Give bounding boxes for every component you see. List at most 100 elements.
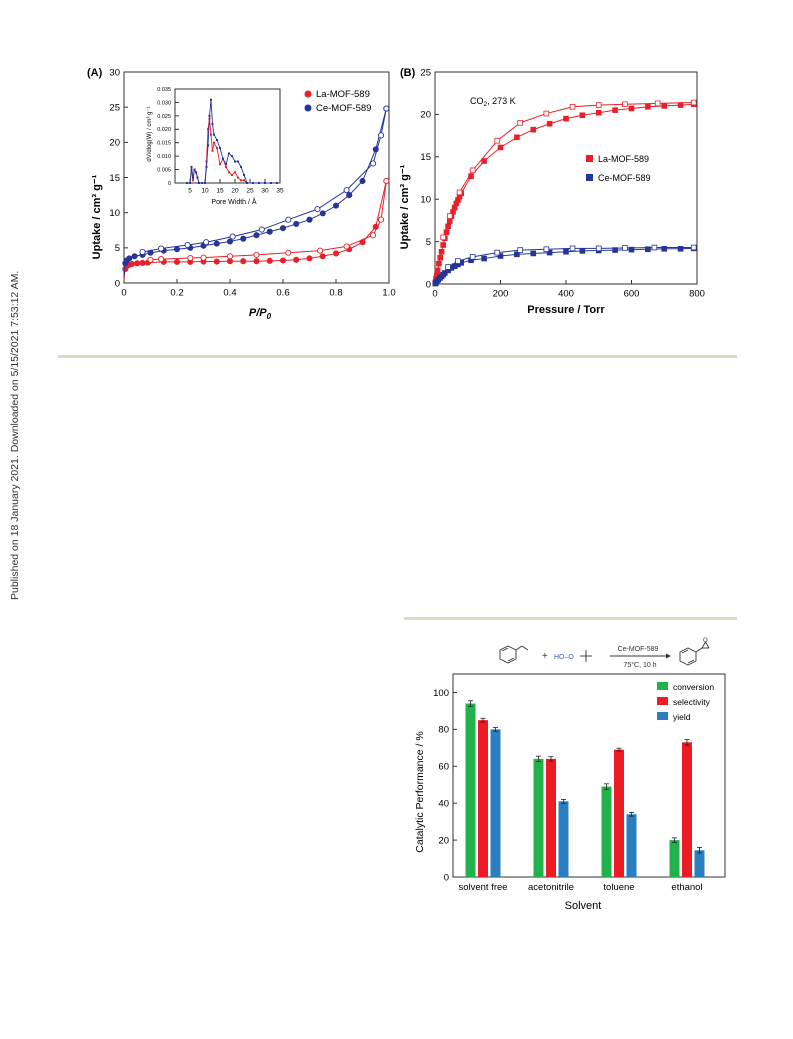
legend-marker-la — [304, 90, 312, 98]
legend-label-ce-b: Ce-MOF-589 — [598, 173, 651, 183]
data-point — [240, 258, 247, 265]
panel-b-annotation: CO2, 273 K — [470, 96, 516, 108]
panel-a-chart: (A) 0 0.2 0.4 0.6 0.8 1.0 0 5 10 15 20 25 30 Uptake … — [87, 67, 396, 321]
bar-selectivity — [546, 758, 556, 877]
bar-category-label: ethanol — [671, 882, 702, 893]
data-point — [445, 264, 451, 270]
inset-ytick-label: 0 — [168, 181, 171, 187]
inset-frame — [174, 88, 281, 184]
data-point — [203, 239, 210, 246]
data-point — [438, 248, 445, 255]
data-point — [543, 110, 550, 117]
inset-data-point — [246, 182, 248, 184]
data-point — [139, 259, 146, 267]
inset-xtick-label: 5 — [188, 188, 192, 195]
panel-a-xtick-label: 0.2 — [170, 288, 183, 299]
inset-ytick-label: 0.010 — [157, 154, 171, 160]
inset-data-point — [204, 182, 206, 184]
panel-b-xtick-label: 400 — [558, 289, 574, 300]
tbhp-reagent: HO–O — [554, 654, 574, 661]
bar-category-label: toluene — [603, 882, 634, 893]
bar-chart-ylabel: Catalytic Performance / % — [414, 731, 426, 852]
inset-data-point — [213, 141, 215, 144]
panel-a-ytick-label: 20 — [109, 138, 120, 149]
panel-a-xtick-label: 0.4 — [223, 288, 236, 299]
legend-marker-la-b — [586, 155, 593, 162]
data-point — [187, 254, 194, 262]
data-point — [306, 216, 313, 223]
inset-data-point — [201, 182, 203, 184]
data-point — [285, 249, 292, 256]
bar-chart-ytick-label: 0 — [444, 872, 449, 883]
data-point — [293, 220, 300, 227]
legend-label-yield: yield — [673, 712, 691, 722]
data-point — [546, 249, 553, 256]
data-point — [253, 251, 260, 258]
panel-b-ytick-label: 15 — [420, 152, 431, 163]
legend-label-selectivity: selectivity — [673, 697, 711, 707]
data-point — [654, 100, 661, 107]
inset-data-point — [228, 152, 230, 155]
epoxide-oxygen: O — [703, 638, 708, 644]
inset-data-point — [208, 114, 211, 117]
inset-data-point — [213, 133, 215, 136]
data-point — [147, 256, 154, 263]
data-point — [514, 134, 520, 141]
data-point — [279, 225, 287, 232]
legend-marker-ce-b — [586, 174, 593, 181]
data-point — [128, 260, 136, 268]
data-point — [434, 267, 441, 274]
inset-xtick-label: 20 — [231, 188, 239, 195]
inset-data-point — [225, 165, 227, 168]
inset-ytick-label: 0.020 — [157, 127, 171, 133]
data-point — [343, 187, 350, 194]
bar-chart-legend: conversion selectivity yield — [657, 682, 714, 722]
legend-swatch-selectivity — [657, 697, 668, 705]
panel-a-ytick-label: 5 — [115, 243, 120, 254]
bar-chart-ytick-label: 40 — [438, 799, 449, 810]
data-point — [226, 238, 234, 245]
data-point — [279, 257, 287, 264]
panel-b-ytick-label: 0 — [426, 279, 431, 290]
inset-data-point — [240, 179, 242, 182]
inset-data-point — [231, 155, 233, 158]
inset-data-point — [234, 171, 236, 174]
panel-a-inset-chart: 5 10 15 20 25 30 35 0 0.005 0.010 0.015 0.020 0.025 0… — [147, 87, 284, 206]
data-point — [226, 253, 234, 260]
panel-a-xtick-label: 0.8 — [329, 288, 342, 299]
data-point — [546, 120, 553, 127]
data-point — [173, 246, 181, 253]
inset-data-point — [243, 179, 245, 182]
bar-selectivity — [478, 720, 488, 877]
panel-b-label: (B) — [400, 67, 416, 79]
inset-xtick-label: 10 — [201, 188, 209, 195]
data-point — [530, 126, 537, 133]
data-point — [579, 112, 586, 119]
data-point — [645, 246, 651, 253]
inset-data-point — [240, 165, 242, 168]
data-point — [158, 245, 165, 252]
inset-data-point — [276, 182, 278, 184]
divider-bottom — [404, 617, 737, 620]
bar-conversion — [601, 786, 612, 877]
data-point — [383, 105, 390, 112]
data-point — [383, 177, 390, 185]
bar-chart: 0 20 40 60 80 100 solvent free acetonitrile tolu… — [414, 673, 726, 912]
data-point — [319, 253, 326, 260]
inset-data-point — [219, 163, 221, 166]
catalyst-label: Ce-MOF-589 — [618, 646, 659, 653]
data-point — [517, 120, 523, 126]
data-point — [436, 260, 442, 267]
inset-data-point — [243, 173, 245, 176]
panel-a-xlabel: P/P0 — [249, 307, 272, 321]
legend-label-ce: Ce-MOF-589 — [316, 103, 371, 114]
data-point — [126, 255, 133, 262]
data-point — [569, 245, 576, 252]
panel-b-xlabel: Pressure / Torr — [527, 304, 605, 316]
legend-swatch-yield — [657, 712, 668, 720]
bar-selectivity — [614, 749, 624, 877]
bar-chart-ytick-label: 80 — [438, 725, 449, 736]
data-point — [497, 144, 504, 151]
panel-b-xtick-label: 800 — [689, 289, 705, 300]
data-point — [651, 244, 658, 251]
